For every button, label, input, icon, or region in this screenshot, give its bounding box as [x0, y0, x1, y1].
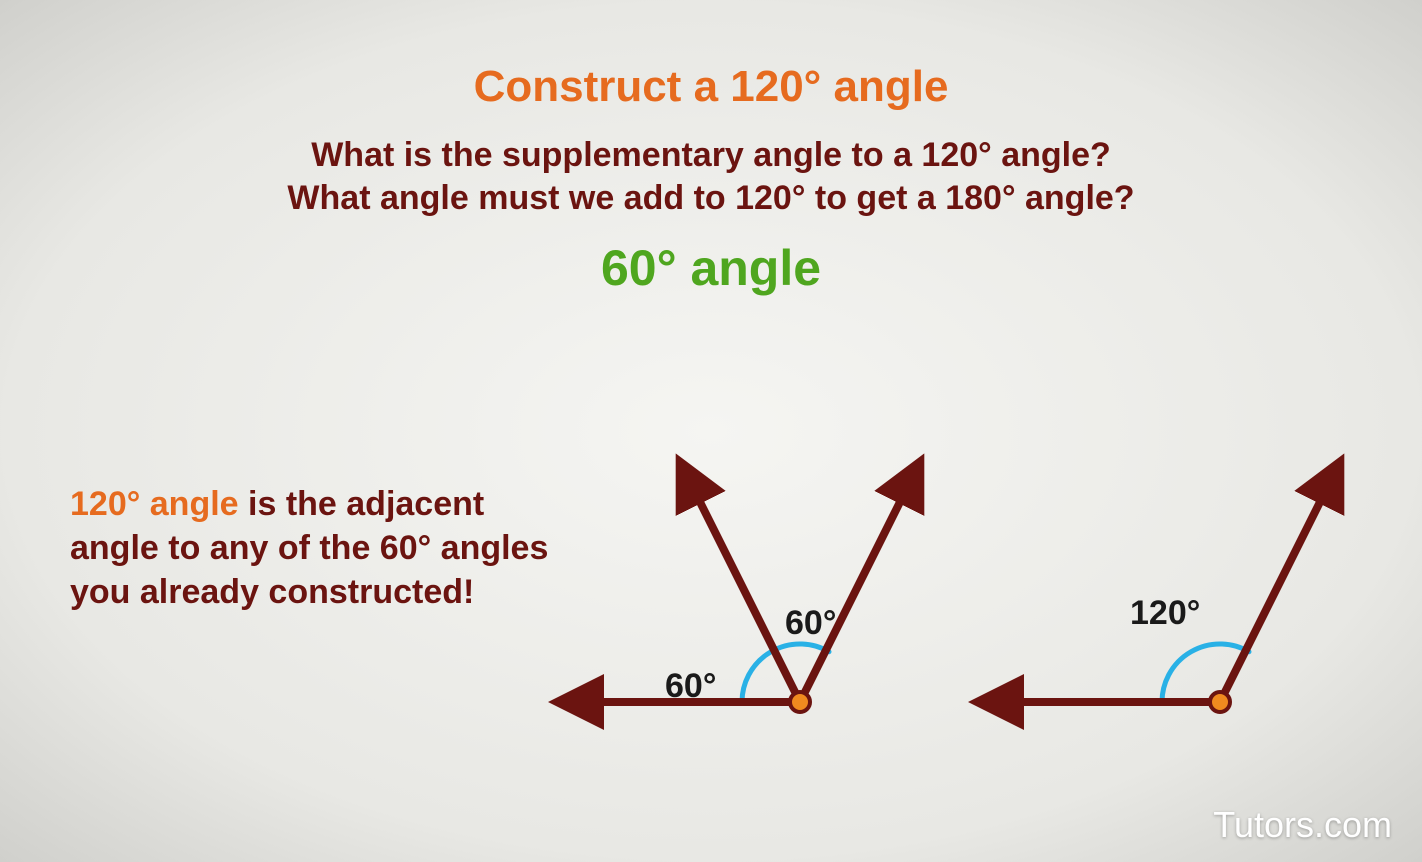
page-title: Construct a 120° angle — [0, 62, 1422, 112]
label-60-outer: 60° — [665, 667, 716, 706]
diagram-area: 60° 60° 120° — [540, 422, 1360, 762]
answer-value: 60° angle — [601, 240, 821, 296]
angle-diagrams-svg — [540, 422, 1360, 762]
diagram-60-60 — [580, 482, 910, 712]
subtitle-line-2: What angle must we add to 120° to get a … — [287, 179, 1134, 217]
label-60-inner: 60° — [785, 604, 836, 643]
title-text: Construct a 120° angle — [474, 62, 949, 111]
subtitle-line-1: What is the supplementary angle to a 120… — [311, 136, 1111, 174]
answer-text: 60° angle — [0, 239, 1422, 297]
subtitle-block: What is the supplementary angle to a 120… — [0, 134, 1422, 219]
description-highlight: 120° angle — [70, 485, 239, 523]
watermark: Tutors.com — [1213, 804, 1392, 846]
watermark-text: Tutors.com — [1213, 804, 1392, 845]
description-block: 120° angle is the adjacent angle to any … — [70, 482, 550, 615]
label-120: 120° — [1130, 594, 1200, 633]
